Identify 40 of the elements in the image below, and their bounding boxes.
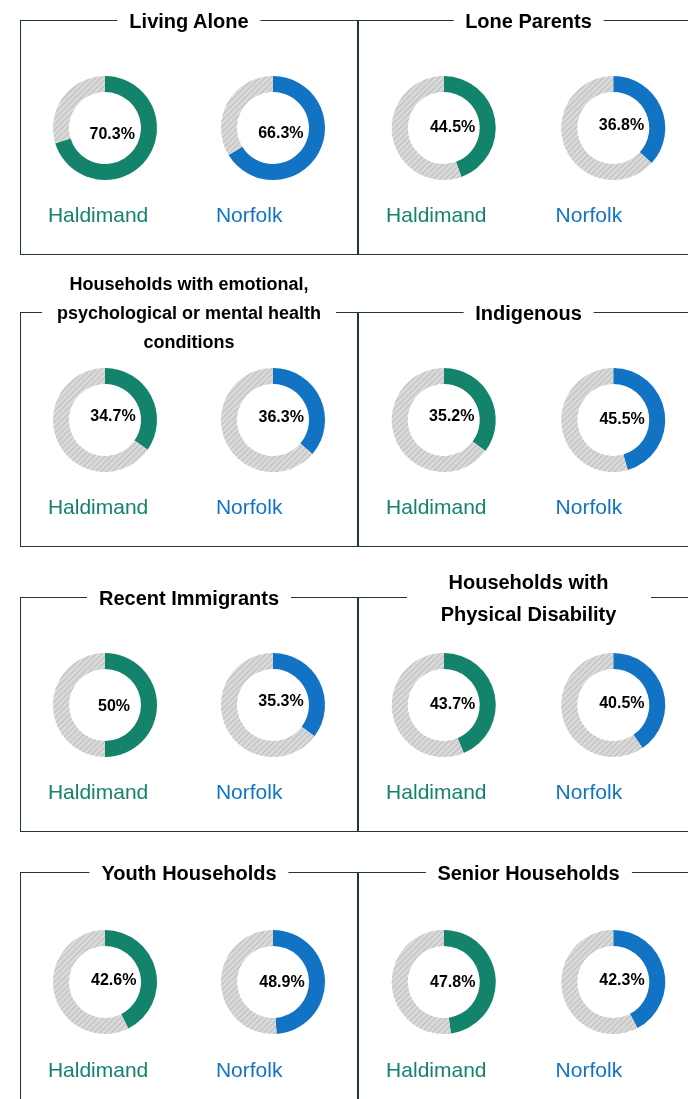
slice-label: Norfolk (555, 202, 623, 226)
slice-label: Haldimand (47, 202, 149, 226)
data-label: 34.7% (90, 407, 136, 425)
chart-title: Senior Households (425, 858, 632, 888)
slice-label: Haldimand (386, 202, 487, 226)
chart-title: Households with Physical Disability (406, 566, 651, 630)
chart-title: Recent Immigrants (86, 583, 292, 613)
data-label: 40.5% (599, 693, 645, 711)
data-label: 42.3% (599, 971, 645, 989)
slice-label: Norfolk (215, 779, 283, 803)
chart-title: Living Alone (117, 6, 261, 36)
slice-label: Norfolk (215, 494, 283, 518)
slice-label: Norfolk (215, 1058, 283, 1082)
data-label: 42.6% (91, 971, 137, 989)
data-label: 70.3% (89, 124, 135, 142)
slice-label: Haldimand (386, 779, 487, 803)
data-label: 48.9% (259, 973, 305, 991)
slice-label: Haldimand (386, 1058, 487, 1082)
chart-title: Lone Parents (453, 6, 604, 36)
chart-title: Households with emotional, psychological or mental health conditions (42, 269, 336, 357)
data-label: 36.8% (598, 115, 645, 133)
slice-label: Norfolk (555, 779, 623, 803)
data-label: 45.5% (599, 410, 645, 428)
slice-label: Norfolk (555, 1058, 623, 1082)
slice-label: Norfolk (555, 494, 623, 518)
data-label: 43.7% (429, 694, 476, 712)
slice-label: Haldimand (47, 1058, 149, 1082)
data-label: 35.2% (429, 407, 475, 425)
data-label: 35.3% (258, 692, 304, 710)
chart-title: Youth Households (89, 858, 289, 888)
data-label: 47.8% (430, 972, 476, 990)
slice-label: Norfolk (215, 202, 283, 226)
slice-label: Haldimand (386, 494, 487, 518)
data-label: 36.3% (258, 407, 304, 425)
slice-label: Haldimand (47, 779, 149, 803)
chart-title: Indigenous (463, 298, 594, 328)
slice-label: Haldimand (47, 494, 149, 518)
data-label: 66.3% (258, 123, 304, 141)
data-label: 44.5% (429, 117, 476, 135)
data-label: 50% (97, 696, 131, 714)
